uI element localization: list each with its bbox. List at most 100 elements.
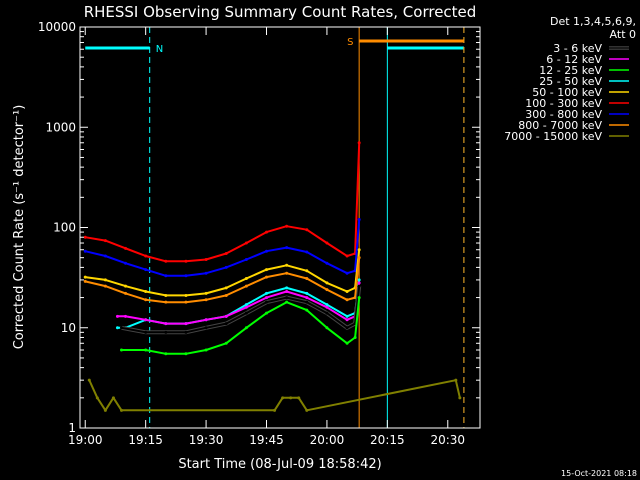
legend-label: 25 - 50 keV [539,75,602,88]
legend-label: 3 - 6 keV [553,42,602,55]
data-point [325,261,329,265]
data-point [265,230,269,234]
data-point [357,284,361,288]
data-point [204,291,208,295]
data-point [83,249,87,253]
x-axis-label: Start Time (08-Jul-09 18:58:42) [178,457,381,472]
data-point [357,256,361,260]
data-point [285,263,289,267]
data-point [204,326,208,330]
data-point [345,289,349,293]
data-point [224,314,228,318]
legend-label: 100 - 300 keV [525,97,602,110]
data-point [124,291,128,295]
legend-entry: 50 - 100 keV [532,86,629,99]
data-point [345,298,349,302]
data-point [244,241,248,245]
legend-entry: 100 - 300 keV [525,97,629,110]
y-axis-label: Corrected Count Rate (s⁻¹ detector⁻¹) [12,105,27,350]
data-point [265,300,269,304]
data-point [325,305,329,309]
y-tick-label: 1000 [45,120,76,134]
data-point [103,239,107,243]
series-800-7000-kev [83,256,361,304]
data-point [265,249,269,253]
data-point [184,274,188,278]
data-point [281,396,285,400]
series-50-100-kev [83,248,361,297]
data-point [265,275,269,279]
y-tick-label: 10 [61,321,76,335]
data-point [224,252,228,256]
flag-n: N [85,27,465,428]
data-point [305,250,309,254]
data-point [305,296,309,300]
data-point [325,303,329,307]
data-point [345,326,349,330]
data-point [325,288,329,292]
x-tick-label: 19:00 [68,433,103,447]
data-point [285,286,289,290]
data-point [184,322,188,326]
data-point [83,279,87,283]
data-point [325,281,329,285]
data-point [124,284,128,288]
data-point [285,300,289,304]
data-point [164,330,168,334]
legend-label: 300 - 800 keV [525,108,602,121]
data-point [119,408,123,412]
data-point [124,314,128,318]
x-tick-label: 20:15 [370,433,405,447]
series-line [88,379,461,412]
data-point [357,248,361,252]
data-point [325,311,329,315]
data-point [345,318,349,322]
data-point [273,408,277,412]
data-point [144,298,148,302]
data-point [285,246,289,250]
data-point [204,257,208,261]
data-point [103,278,107,282]
data-point [115,314,119,318]
legend-entry: 6 - 12 keV [546,53,629,66]
data-point [204,271,208,275]
data-point [224,265,228,269]
data-point [305,269,309,273]
data-point [124,261,128,265]
series-3-6-kev [119,284,362,335]
data-point [345,314,349,318]
data-point [244,284,248,288]
y-tick-label: 100 [53,221,76,235]
data-point [144,254,148,258]
data-point [184,300,188,304]
data-point [244,305,248,309]
data-point [357,218,361,222]
series-line [84,219,361,277]
data-point [144,330,148,334]
data-point [345,341,349,345]
flag-label: S [347,37,353,48]
data-point [144,268,148,272]
data-point [353,335,357,339]
data-point [184,293,188,297]
legend-entry: 3 - 6 keV [553,42,629,55]
data-point [285,289,289,293]
data-point [224,286,228,290]
data-point [244,276,248,280]
series-line [121,285,361,334]
series-7000-15000-kev [87,378,462,412]
data-point [144,289,148,293]
x-tick-label: 19:15 [128,433,163,447]
legend-entry: 12 - 25 keV [539,64,629,77]
data-point [184,259,188,263]
data-point [244,303,248,307]
data-point [285,296,289,300]
data-point [357,141,361,145]
data-point [103,408,107,412]
data-point [111,396,115,400]
data-point [103,284,107,288]
timestamp: 15-Oct-2021 08:18 [561,469,637,478]
data-point [164,322,168,326]
data-point [345,271,349,275]
data-point [357,281,361,285]
